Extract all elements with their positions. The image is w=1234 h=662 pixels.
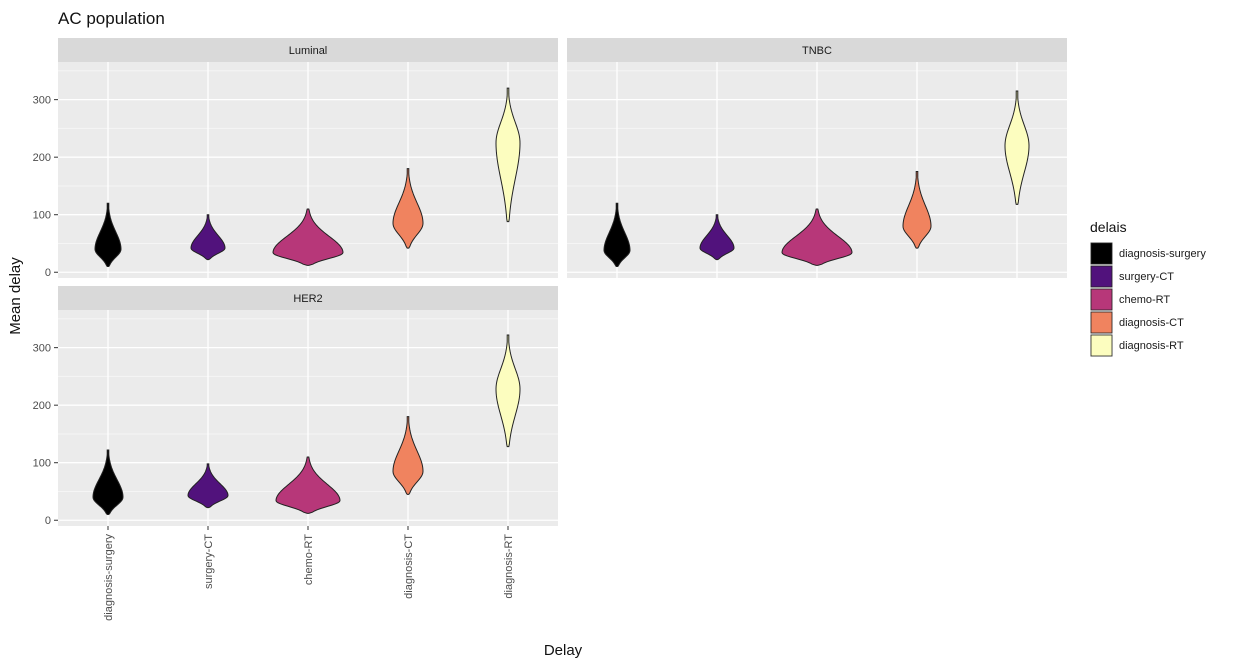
legend-label-surgery-ct: surgery-CT	[1119, 271, 1174, 283]
legend-label-diagnosis-rt: diagnosis-RT	[1119, 340, 1184, 352]
facet-panels: Luminal 0 100 200 300 TNBC HER2 0 100 200 300	[33, 38, 1067, 527]
violin-luminal-diagnosis-ct	[392, 168, 424, 249]
violin-her2-surgery-ct	[187, 463, 229, 509]
legend-swatch-surgery-ct	[1090, 265, 1113, 288]
facet-strip-label-luminal: Luminal	[289, 45, 328, 57]
legend-label-diagnosis-surgery: diagnosis-surgery	[1119, 248, 1206, 260]
legend-item-chemo-rt: chemo-RT	[1090, 288, 1170, 311]
legend-label-diagnosis-ct: diagnosis-CT	[1119, 317, 1184, 329]
legend: delais diagnosis-surgery surgery-CT chemo-…	[1090, 219, 1206, 357]
violin-her2-chemo-rt	[275, 456, 341, 514]
facet-strip-luminal	[58, 38, 558, 62]
y-tick-label: 100	[33, 210, 51, 222]
legend-item-diagnosis-surgery: diagnosis-surgery	[1090, 242, 1206, 265]
x-tick-label-chemo-rt: chemo-RT	[303, 534, 315, 585]
y-axis-title: Mean delay	[7, 257, 24, 335]
facet-her2: HER2 0 100 200 300	[33, 286, 558, 527]
legend-item-diagnosis-rt: diagnosis-RT	[1090, 334, 1184, 357]
y-tick-label: 0	[45, 515, 51, 527]
violin-luminal-chemo-rt	[272, 208, 344, 266]
y-tick-label: 200	[33, 400, 51, 412]
y-tick-label: 0	[45, 267, 51, 279]
x-tick-label-diagnosis-rt: diagnosis-RT	[503, 534, 515, 599]
facet-luminal: Luminal 0 100 200 300	[33, 38, 558, 279]
legend-item-surgery-ct: surgery-CT	[1090, 265, 1174, 288]
legend-title: delais	[1090, 219, 1127, 235]
violin-her2-diagnosis-surgery	[92, 449, 124, 515]
legend-label-chemo-rt: chemo-RT	[1119, 294, 1170, 306]
x-axis-tick-labels: diagnosis-surgery surgery-CT chemo-RT diagn…	[103, 526, 515, 621]
y-tick-label: 200	[33, 152, 51, 164]
facet-strip-label-her2: HER2	[293, 293, 322, 305]
legend-swatch-diagnosis-rt	[1090, 334, 1113, 357]
y-tick-label: 300	[33, 343, 51, 355]
violin-tnbc-surgery-ct	[699, 214, 735, 261]
legend-swatch-diagnosis-ct	[1090, 311, 1113, 334]
x-tick-label-surgery-ct: surgery-CT	[203, 534, 215, 589]
violin-luminal-diagnosis-surgery	[94, 202, 122, 267]
facet-strip-label-tnbc: TNBC	[802, 45, 832, 57]
violin-her2-diagnosis-ct	[392, 416, 424, 495]
legend-swatch-chemo-rt	[1090, 288, 1113, 311]
violin-luminal-surgery-ct	[190, 214, 226, 261]
violin-tnbc-diagnosis-rt	[1004, 90, 1030, 205]
violin-her2-diagnosis-rt	[495, 334, 521, 448]
facet-strip-tnbc	[567, 38, 1067, 62]
violin-tnbc-diagnosis-ct	[902, 171, 932, 249]
x-tick-label-diagnosis-ct: diagnosis-CT	[403, 534, 415, 599]
x-tick-label-diagnosis-surgery: diagnosis-surgery	[103, 534, 115, 621]
legend-swatch-diagnosis-surgery	[1090, 242, 1113, 265]
y-tick-label: 300	[33, 95, 51, 107]
violin-luminal-diagnosis-rt	[495, 87, 521, 223]
facet-strip-her2	[58, 286, 558, 310]
violin-tnbc-chemo-rt	[781, 208, 853, 266]
legend-item-diagnosis-ct: diagnosis-CT	[1090, 311, 1184, 334]
x-axis-title: Delay	[544, 642, 583, 659]
facet-tnbc: TNBC	[567, 38, 1067, 278]
chart-title: AC population	[58, 9, 165, 28]
y-tick-label: 100	[33, 458, 51, 470]
violin-tnbc-diagnosis-surgery	[603, 202, 631, 267]
legend-items: diagnosis-surgery surgery-CT chemo-RT diagn…	[1090, 242, 1206, 357]
